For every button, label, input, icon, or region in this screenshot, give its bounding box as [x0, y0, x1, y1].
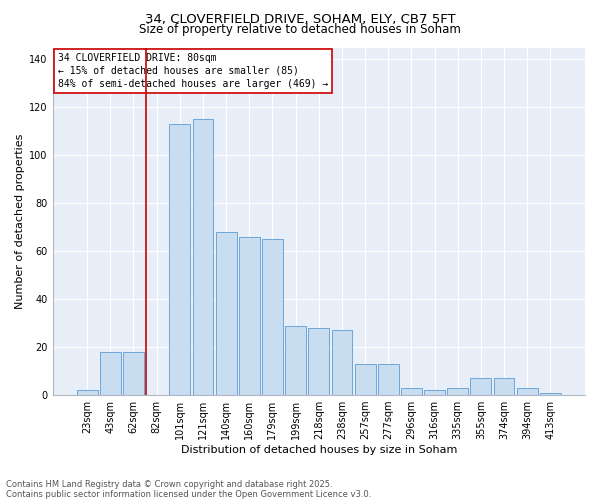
Bar [169, 124, 190, 395]
X-axis label: Distribution of detached houses by size in Soham: Distribution of detached houses by size … [181, 445, 457, 455]
Bar [378, 364, 398, 395]
Bar [285, 326, 306, 395]
Text: Size of property relative to detached houses in Soham: Size of property relative to detached ho… [139, 22, 461, 36]
Y-axis label: Number of detached properties: Number of detached properties [15, 134, 25, 309]
Text: 34 CLOVERFIELD DRIVE: 80sqm
← 15% of detached houses are smaller (85)
84% of sem: 34 CLOVERFIELD DRIVE: 80sqm ← 15% of det… [58, 52, 328, 89]
Bar [470, 378, 491, 395]
Text: Contains HM Land Registry data © Crown copyright and database right 2025.
Contai: Contains HM Land Registry data © Crown c… [6, 480, 371, 499]
Bar [540, 392, 561, 395]
Text: 34, CLOVERFIELD DRIVE, SOHAM, ELY, CB7 5FT: 34, CLOVERFIELD DRIVE, SOHAM, ELY, CB7 5… [145, 12, 455, 26]
Bar [355, 364, 376, 395]
Bar [448, 388, 468, 395]
Bar [123, 352, 144, 395]
Bar [494, 378, 514, 395]
Bar [308, 328, 329, 395]
Bar [401, 388, 422, 395]
Bar [262, 240, 283, 395]
Bar [239, 237, 260, 395]
Bar [332, 330, 352, 395]
Bar [77, 390, 98, 395]
Bar [517, 388, 538, 395]
Bar [193, 120, 214, 395]
Bar [215, 232, 236, 395]
Bar [100, 352, 121, 395]
Bar [424, 390, 445, 395]
